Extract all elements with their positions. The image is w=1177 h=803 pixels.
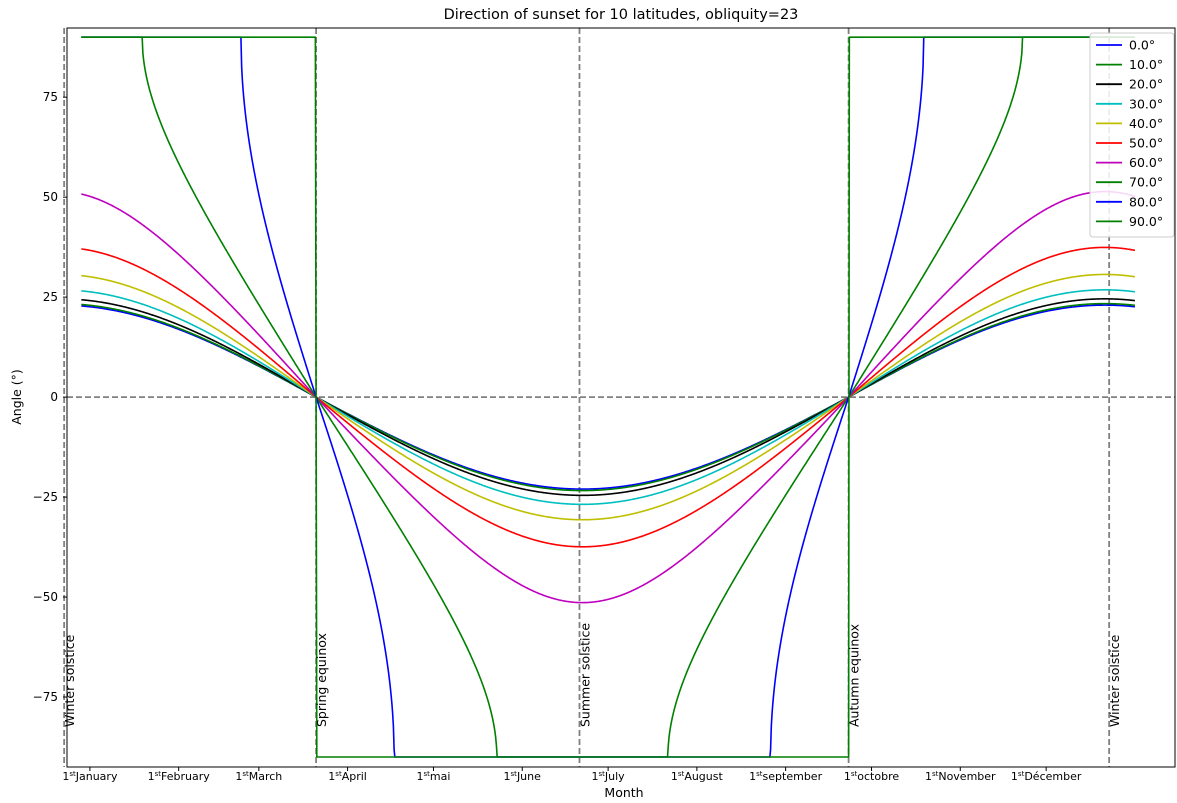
legend-entry-label: 50.0° xyxy=(1129,136,1163,151)
x-tick-label: 1stDécember xyxy=(1011,770,1082,783)
legend-entry-label: 40.0° xyxy=(1129,116,1163,131)
event-label: Spring equinox xyxy=(314,633,329,727)
y-tick-label: −25 xyxy=(33,490,58,504)
y-tick-label: 0 xyxy=(50,390,58,404)
legend-entry-label: 30.0° xyxy=(1129,96,1163,111)
event-label: Summer solstice xyxy=(578,623,593,727)
legend: 0.0° 10.0° 20.0° 30.0° 40.0° 50.0° 60.0° 70.0° 8… xyxy=(1089,32,1175,238)
legend-entry-label: 90.0° xyxy=(1129,214,1163,229)
legend-entry-label: 20.0° xyxy=(1129,77,1163,92)
series-lines xyxy=(81,36,1136,758)
legend-entry-label: 0.0° xyxy=(1129,38,1155,53)
series-line-20 xyxy=(81,298,1136,497)
y-tick-label: −75 xyxy=(33,690,58,704)
x-tick-label: 1stseptember xyxy=(749,770,822,783)
event-label: Autumn equinox xyxy=(847,624,862,727)
x-tick-label: 1stMarch xyxy=(235,770,282,783)
x-tick-label: 1stNovember xyxy=(925,770,996,783)
x-tick-label: 1stJanuary xyxy=(62,770,118,783)
legend-entry-label: 70.0° xyxy=(1129,175,1163,190)
series-line-10 xyxy=(81,302,1136,492)
y-tick-label: −50 xyxy=(33,590,58,604)
x-tick-label: 1stAugust xyxy=(671,770,724,783)
series-line-50 xyxy=(81,246,1136,548)
legend-entry-label: 60.0° xyxy=(1129,155,1163,170)
event-label: Winter solstice xyxy=(62,634,77,727)
x-tick-label: 1stmai xyxy=(417,770,451,783)
x-tick-label: 1stFebruary xyxy=(148,770,211,783)
legend-entry-label: 80.0° xyxy=(1129,194,1163,209)
axes: −75 −50 −25 0 25 50 75 1stJanuary 1stFebruary 1st… xyxy=(33,27,1176,783)
x-tick-label: 1stJune xyxy=(504,770,542,783)
chart-title: Direction of sunset for 10 latitudes, ob… xyxy=(444,7,799,23)
event-label: Winter solstice xyxy=(1107,634,1122,727)
x-tick-label: 1stApril xyxy=(328,770,367,783)
y-tick-label: 25 xyxy=(43,290,58,304)
x-axis-label: Month xyxy=(604,785,643,800)
y-tick-label: 50 xyxy=(43,190,58,204)
series-line-60 xyxy=(81,190,1136,604)
x-tick-label: 1stJuly xyxy=(592,770,626,783)
series-line-90 xyxy=(81,36,1135,758)
legend-entry-label: 10.0° xyxy=(1129,57,1163,72)
series-line-40 xyxy=(81,273,1136,521)
x-tick-label: 1stoctobre xyxy=(844,770,899,783)
y-axis-label: Angle (°) xyxy=(9,369,24,425)
event-annotations: Winter solstice Spring equinox Summer sols… xyxy=(62,623,1122,727)
series-line-30 xyxy=(81,289,1136,506)
y-tick-label: 75 xyxy=(43,90,58,104)
